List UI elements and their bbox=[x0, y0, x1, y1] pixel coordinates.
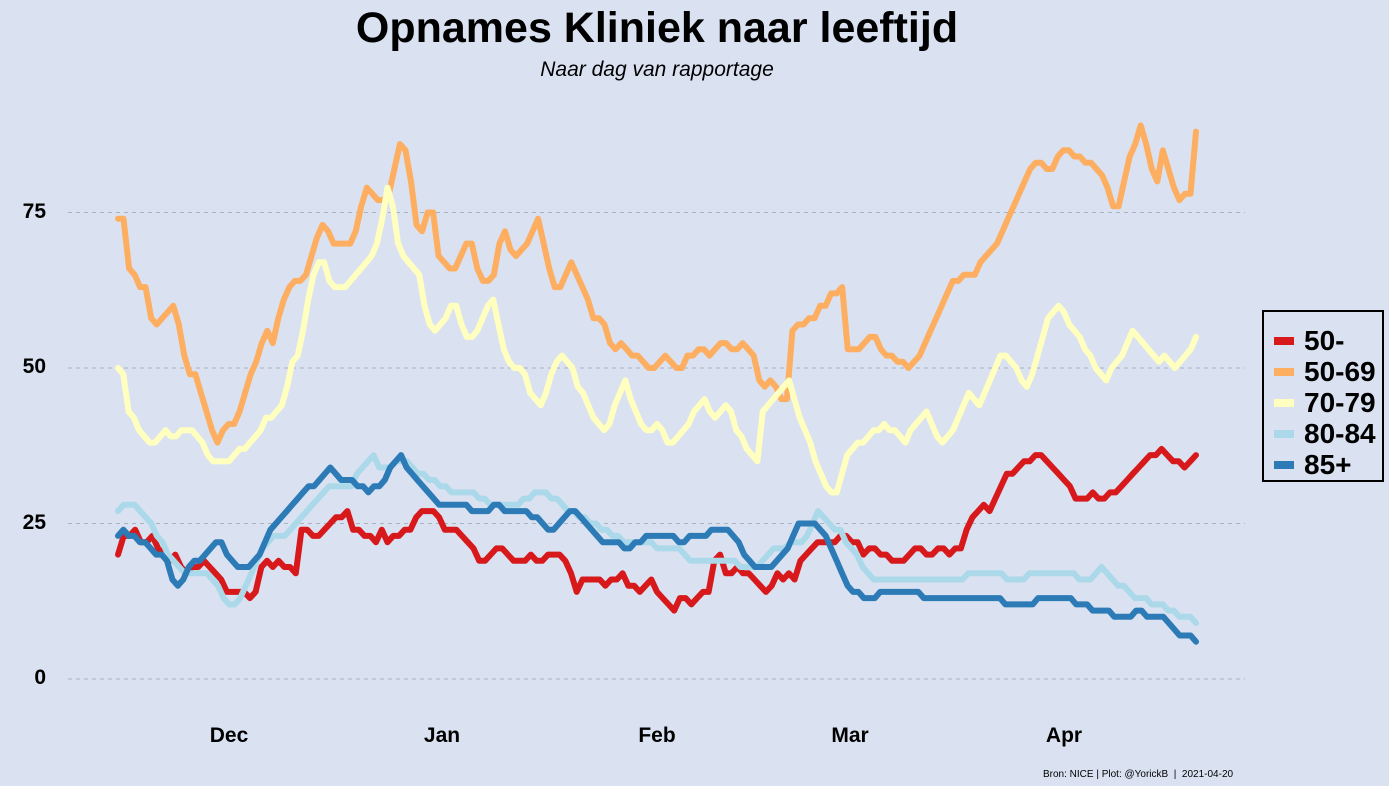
legend-swatch bbox=[1274, 367, 1294, 376]
legend-item-70-79: 70-79 bbox=[1274, 387, 1382, 418]
series-line-50-69 bbox=[115, 122, 1199, 446]
legend-label: 85+ bbox=[1304, 448, 1352, 480]
ytick-label-25: 25 bbox=[22, 511, 46, 534]
chart-subtitle: Naar dag van rapportage bbox=[540, 58, 774, 81]
ytick-label-50: 50 bbox=[22, 355, 46, 378]
xtick-label-feb: Feb bbox=[638, 724, 676, 747]
xtick-label-apr: Apr bbox=[1045, 724, 1083, 747]
series-line-80-84 bbox=[115, 452, 1199, 626]
legend-label: 50- bbox=[1304, 324, 1345, 356]
legend: 50- 50-69 70-79 80-84 85+ bbox=[1262, 310, 1384, 482]
series-line-70-79 bbox=[115, 184, 1199, 496]
legend-item-50-69: 50-69 bbox=[1274, 356, 1382, 387]
legend-label: 50-69 bbox=[1304, 355, 1376, 387]
ytick-label-75: 75 bbox=[22, 200, 46, 223]
legend-item-85-plus: 85+ bbox=[1274, 449, 1382, 480]
legend-label: 70-79 bbox=[1304, 386, 1376, 418]
legend-item-80-84: 80-84 bbox=[1274, 418, 1382, 449]
legend-swatch bbox=[1274, 336, 1294, 345]
xtick-label-mar: Mar bbox=[831, 724, 869, 747]
series-lines bbox=[115, 122, 1199, 645]
legend-label: 80-84 bbox=[1304, 417, 1376, 449]
ytick-label-0: 0 bbox=[34, 666, 46, 689]
legend-swatch bbox=[1274, 460, 1294, 469]
legend-swatch bbox=[1274, 398, 1294, 407]
source-caption: Bron: NICE | Plot: @YorickB | 2021-04-20 bbox=[1043, 769, 1234, 780]
legend-item-50-minus: 50- bbox=[1274, 325, 1382, 356]
legend-swatch bbox=[1274, 429, 1294, 438]
xtick-label-jan: Jan bbox=[423, 724, 461, 747]
series-line-50minus bbox=[115, 445, 1199, 614]
chart-title: Opnames Kliniek naar leeftijd bbox=[355, 4, 959, 52]
xtick-label-dec: Dec bbox=[209, 724, 249, 747]
series-line-85plus bbox=[115, 452, 1199, 645]
